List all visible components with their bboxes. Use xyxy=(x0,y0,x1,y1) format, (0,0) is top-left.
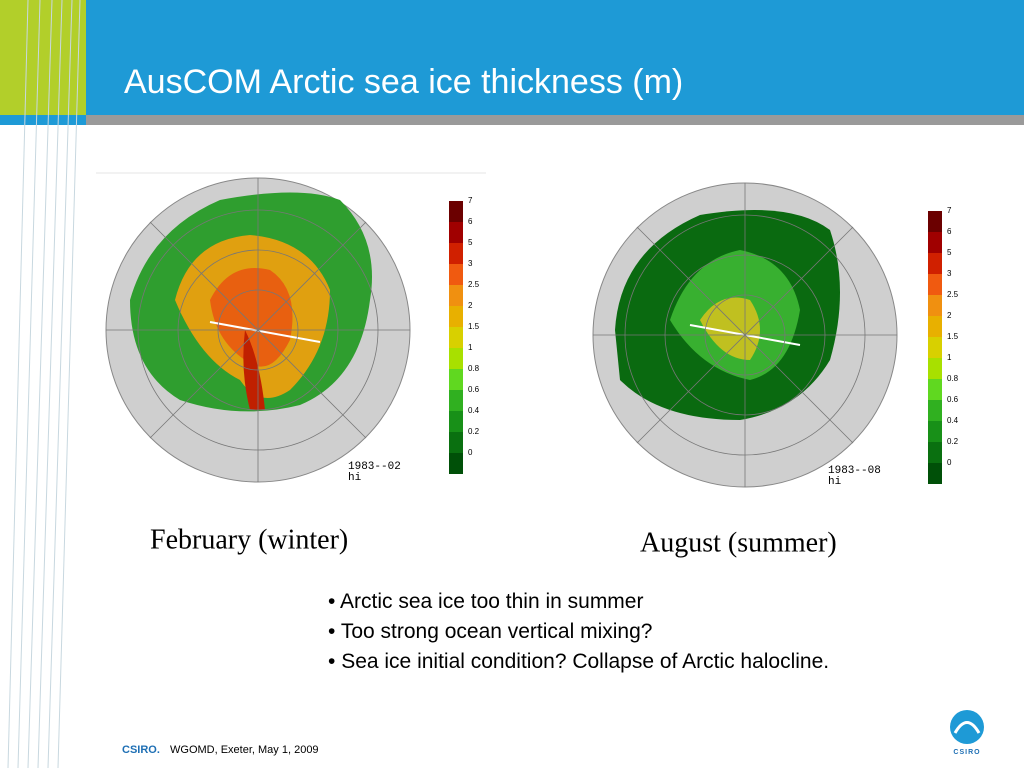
colorbar-swatch xyxy=(928,337,942,358)
header-rule xyxy=(86,115,1024,125)
bullet-list: • Arctic sea ice too thin in summer• Too… xyxy=(328,590,829,673)
footer-brand: CSIRO. xyxy=(122,744,160,756)
colorbar-label: 3 xyxy=(947,269,952,278)
colorbar-swatch xyxy=(928,358,942,379)
header-band xyxy=(0,0,1024,125)
colorbar-swatch xyxy=(449,348,463,369)
colorbar-label: 0.2 xyxy=(468,427,480,436)
colorbar-swatch xyxy=(449,222,463,243)
colorbar-label: 0.4 xyxy=(947,416,959,425)
colorbar-swatch xyxy=(449,285,463,306)
colorbar-label: 1 xyxy=(468,343,473,352)
colorbar-label: 2.5 xyxy=(947,290,959,299)
colorbar-swatch xyxy=(449,411,463,432)
side-lines xyxy=(7,0,81,769)
colorbar-label: 0.6 xyxy=(468,385,480,394)
colorbar-swatch xyxy=(928,379,942,400)
bullet: • Too strong ocean vertical mixing? xyxy=(328,620,652,643)
colorbar-swatch xyxy=(449,243,463,264)
logo: CSIRO xyxy=(950,710,984,756)
colorbar-swatch xyxy=(449,264,463,285)
map-february xyxy=(105,177,411,483)
colorbar-swatch xyxy=(928,253,942,274)
colorbar-swatch xyxy=(449,390,463,411)
colorbar-swatch xyxy=(928,463,942,484)
bullet-dot: • xyxy=(328,590,340,613)
colorbar-label: 2 xyxy=(947,311,952,320)
colorbar-label: 1.5 xyxy=(947,332,959,341)
colorbar-label: 7 xyxy=(947,206,952,215)
bullet: • Arctic sea ice too thin in summer xyxy=(328,590,643,613)
colorbar-label: 0.6 xyxy=(947,395,959,404)
colorbar-label: 2 xyxy=(468,301,473,310)
colorbar-swatch xyxy=(928,400,942,421)
slide-title: AusCOM Arctic sea ice thickness (m) xyxy=(124,63,683,101)
colorbar-label: 0.4 xyxy=(468,406,480,415)
bullet-dot: • xyxy=(328,650,341,673)
colorbar-label: 0.8 xyxy=(947,374,959,383)
caption: August (summer) xyxy=(640,527,837,558)
colorbar-label: 0 xyxy=(947,458,952,467)
map-variable: hi xyxy=(828,476,842,488)
colorbar-swatch xyxy=(449,306,463,327)
header-accent xyxy=(0,0,86,115)
colorbar-swatch xyxy=(928,316,942,337)
bullet: • Sea ice initial condition? Collapse of… xyxy=(328,650,829,673)
colorbar-label: 0.2 xyxy=(947,437,959,446)
colorbar-swatch xyxy=(928,211,942,232)
colorbar-swatch xyxy=(449,327,463,348)
colorbar-swatch xyxy=(928,442,942,463)
colorbar: 7 6 5 3 2.5 2 1.5 1 0.8 0.6 0.4 0.2 0 xyxy=(449,196,480,474)
colorbar-swatch xyxy=(928,232,942,253)
colorbar-label: 7 xyxy=(468,196,473,205)
colorbar: 7 6 5 3 2.5 2 1.5 1 0.8 0.6 0.4 0.2 0 xyxy=(928,206,959,484)
colorbar-label: 0 xyxy=(468,448,473,457)
colorbar-swatch xyxy=(928,295,942,316)
colorbar-label: 5 xyxy=(468,238,473,247)
colorbar-label: 3 xyxy=(468,259,473,268)
colorbar-swatch xyxy=(449,201,463,222)
map-august xyxy=(592,182,898,488)
colorbar-label: 1.5 xyxy=(468,322,480,331)
bullet-text: Sea ice initial condition? Collapse of A… xyxy=(341,650,829,673)
map-stamp: 1983--02 xyxy=(348,461,401,473)
colorbar-swatch xyxy=(928,274,942,295)
bullet-dot: • xyxy=(328,620,341,643)
colorbar-swatch xyxy=(449,369,463,390)
colorbar-swatch xyxy=(449,453,463,474)
colorbar-label: 5 xyxy=(947,248,952,257)
bullet-text: Arctic sea ice too thin in summer xyxy=(340,590,643,613)
logo-text: CSIRO xyxy=(953,749,980,756)
footer-text: WGOMD, Exeter, May 1, 2009 xyxy=(170,744,319,756)
colorbar-label: 2.5 xyxy=(468,280,480,289)
colorbar-label: 1 xyxy=(947,353,952,362)
map-variable: hi xyxy=(348,472,362,484)
colorbar-swatch xyxy=(928,421,942,442)
map-stamp: 1983--08 xyxy=(828,465,881,477)
colorbar-label: 6 xyxy=(947,227,952,236)
colorbar-label: 0.8 xyxy=(468,364,480,373)
colorbar-swatch xyxy=(449,432,463,453)
bullet-text: Too strong ocean vertical mixing? xyxy=(341,620,653,643)
colorbar-label: 6 xyxy=(468,217,473,226)
caption: February (winter) xyxy=(150,524,348,555)
